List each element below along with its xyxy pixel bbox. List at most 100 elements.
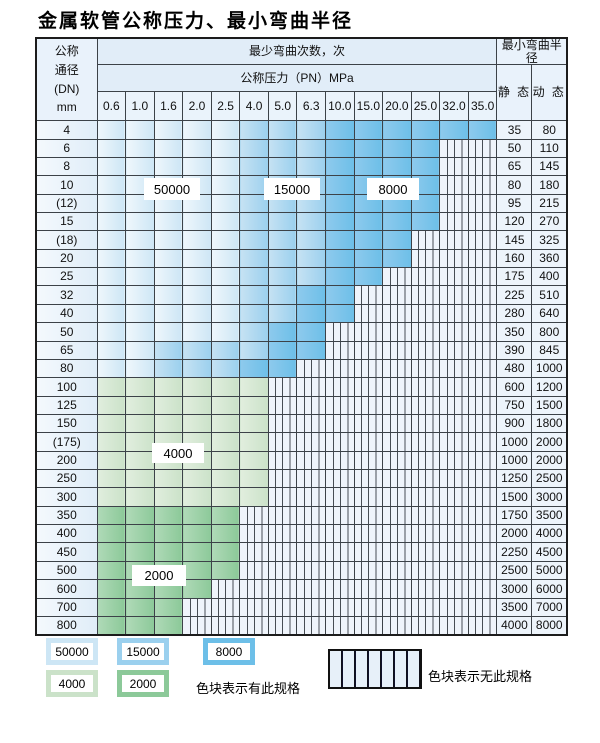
grid-cell bbox=[410, 156, 441, 177]
grid-cell bbox=[239, 230, 269, 250]
grid-cell bbox=[182, 542, 212, 562]
dn-cell: 500 bbox=[35, 560, 98, 581]
grid-cell-no-spec bbox=[296, 432, 326, 452]
grid-cell bbox=[96, 340, 127, 360]
dynamic-value: 6000 bbox=[531, 579, 568, 599]
pressure-col-header: 2.5 bbox=[210, 91, 241, 122]
table-row: 450 2250 4500 bbox=[35, 542, 568, 562]
grid-cell bbox=[267, 358, 298, 379]
dn-cell: 600 bbox=[35, 579, 98, 599]
corner-header: 公称 通径 (DN) mm bbox=[35, 37, 98, 122]
grid-cell-no-spec bbox=[210, 597, 241, 617]
grid-cell bbox=[239, 156, 269, 177]
grid-cell bbox=[210, 211, 241, 232]
table-row: 20 160 360 bbox=[35, 248, 568, 269]
grid-cell-no-spec bbox=[439, 377, 469, 397]
grid-cell bbox=[239, 432, 269, 452]
legend-note-has-spec: 色块表示有此规格 bbox=[196, 681, 301, 696]
legend-swatch-50000: 50000 bbox=[46, 638, 98, 665]
grid-cell bbox=[439, 120, 469, 140]
legend-swatch-2000-label: 2000 bbox=[122, 675, 164, 692]
dynamic-value: 270 bbox=[531, 211, 568, 232]
grid-cell bbox=[125, 340, 155, 360]
grid-cell bbox=[296, 230, 326, 250]
legend-hatch-swatch bbox=[328, 649, 422, 689]
grid-cell-no-spec bbox=[353, 322, 384, 342]
grid-cell-no-spec bbox=[239, 542, 269, 562]
grid-cell-no-spec bbox=[353, 285, 384, 305]
grid-cell-no-spec bbox=[353, 487, 384, 507]
table-row: 32 225 510 bbox=[35, 285, 568, 305]
static-value: 4000 bbox=[496, 615, 533, 636]
grid-cell bbox=[125, 156, 155, 177]
table-row: 250 1250 2500 bbox=[35, 469, 568, 489]
grid-cell-no-spec bbox=[296, 615, 326, 636]
grid-cell bbox=[182, 469, 212, 489]
grid-cell-no-spec bbox=[410, 230, 441, 250]
grid-cell-no-spec bbox=[353, 358, 384, 379]
dynamic-value: 180 bbox=[531, 175, 568, 195]
grid-cell-no-spec bbox=[267, 505, 298, 526]
grid-cell-no-spec bbox=[382, 524, 412, 544]
grid-cell bbox=[296, 340, 326, 360]
grid-cell bbox=[96, 432, 127, 452]
grid-cell-no-spec bbox=[467, 358, 498, 379]
grid-cell bbox=[125, 450, 155, 471]
grid-cell-no-spec bbox=[267, 597, 298, 617]
grid-cell bbox=[267, 340, 298, 360]
grid-cell bbox=[96, 542, 127, 562]
static-value: 50 bbox=[496, 138, 533, 158]
dn-cell: 200 bbox=[35, 450, 98, 471]
grid-cell bbox=[182, 579, 212, 599]
grid-cell-no-spec bbox=[382, 615, 412, 636]
grid-cell bbox=[210, 303, 241, 324]
grid-cell-no-spec bbox=[267, 377, 298, 397]
grid-cell bbox=[153, 267, 184, 287]
grid-cell-no-spec bbox=[267, 579, 298, 599]
grid-cell bbox=[96, 524, 127, 544]
dynamic-header: 动 态 bbox=[531, 64, 568, 122]
grid-cell-no-spec bbox=[439, 505, 469, 526]
grid-cell bbox=[125, 211, 155, 232]
grid-cell bbox=[182, 303, 212, 324]
grid-cell bbox=[325, 303, 355, 324]
grid-cell bbox=[382, 248, 412, 269]
dn-cell: 4 bbox=[35, 120, 98, 140]
grid-cell bbox=[267, 285, 298, 305]
dynamic-value: 845 bbox=[531, 340, 568, 360]
pressure-col-header: 6.3 bbox=[296, 91, 326, 122]
static-value: 350 bbox=[496, 322, 533, 342]
grid-cell-no-spec bbox=[382, 285, 412, 305]
grid-cell-no-spec bbox=[410, 542, 441, 562]
grid-cell bbox=[153, 358, 184, 379]
grid-cell-no-spec bbox=[467, 487, 498, 507]
grid-cell bbox=[153, 248, 184, 269]
grid-cell-no-spec bbox=[467, 340, 498, 360]
grid-cell-no-spec bbox=[410, 248, 441, 269]
grid-cell bbox=[96, 505, 127, 526]
grid-cell bbox=[182, 156, 212, 177]
dynamic-value: 325 bbox=[531, 230, 568, 250]
static-value: 120 bbox=[496, 211, 533, 232]
grid-cell-no-spec bbox=[325, 395, 355, 415]
grid-cell-no-spec bbox=[382, 340, 412, 360]
grid-cell bbox=[182, 358, 212, 379]
table-row: 400 2000 4000 bbox=[35, 524, 568, 544]
grid-cell-no-spec bbox=[410, 285, 441, 305]
grid-cell bbox=[239, 120, 269, 140]
grid-cell-no-spec bbox=[325, 487, 355, 507]
grid-cell bbox=[96, 193, 127, 213]
dynamic-value: 5000 bbox=[531, 560, 568, 581]
grid-cell-no-spec bbox=[182, 615, 212, 636]
grid-cell-no-spec bbox=[296, 542, 326, 562]
grid-cell-no-spec bbox=[296, 395, 326, 415]
dn-cell: 80 bbox=[35, 358, 98, 379]
zone-label-50000: 50000 bbox=[144, 178, 200, 200]
grid-cell bbox=[325, 248, 355, 269]
grid-cell-no-spec bbox=[410, 597, 441, 617]
table-row: 150 900 1800 bbox=[35, 413, 568, 434]
grid-cell bbox=[153, 120, 184, 140]
grid-cell-no-spec bbox=[267, 450, 298, 471]
grid-cell-no-spec bbox=[467, 395, 498, 415]
grid-cell-no-spec bbox=[325, 377, 355, 397]
